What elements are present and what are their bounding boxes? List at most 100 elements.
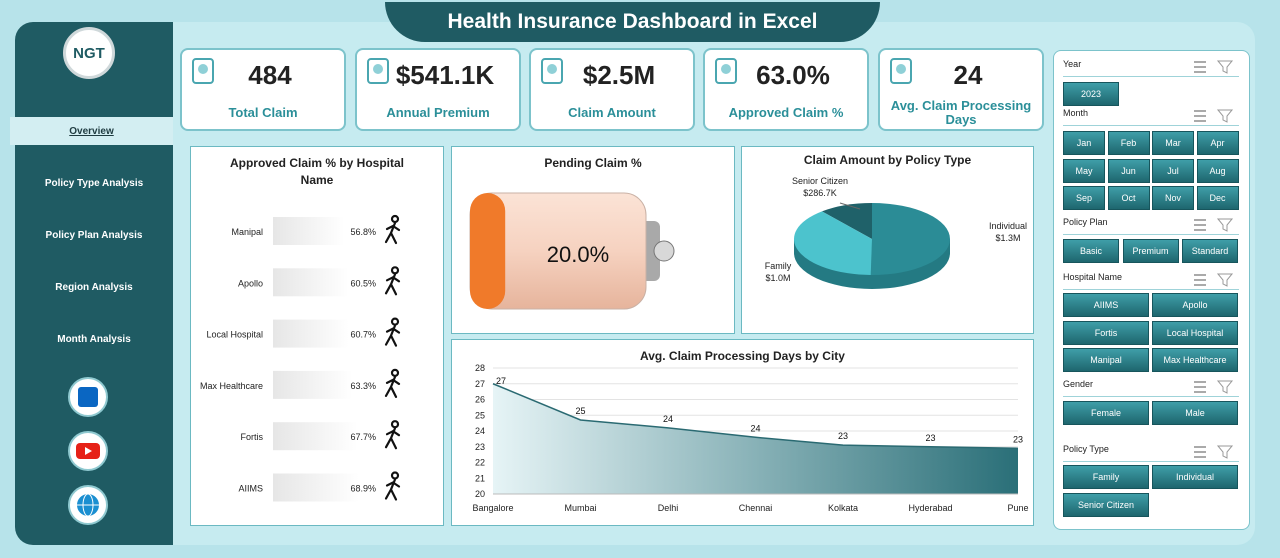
y-tick-label: 21 <box>475 473 485 483</box>
slicer-button[interactable]: Senior Citizen <box>1063 492 1149 517</box>
value-label: 24 <box>750 423 760 433</box>
slicer-button[interactable]: 2023 <box>1063 82 1119 106</box>
slicer-button[interactable]: Standard <box>1182 239 1238 263</box>
kpi-icon <box>541 58 563 84</box>
value-label: 20.0% <box>547 242 609 267</box>
y-tick-label: 22 <box>475 458 485 468</box>
slicer-title: Month <box>1063 108 1089 118</box>
slicer-button[interactable]: Feb <box>1107 131 1150 155</box>
slicer-button[interactable]: Sep <box>1063 186 1105 210</box>
slicer-title: Year <box>1063 59 1082 69</box>
slicer-button[interactable]: Male <box>1152 401 1238 425</box>
x-tick-label: Pune <box>1007 503 1028 513</box>
kpi-value: $541.1K <box>395 60 495 90</box>
chart-canvas: 20.0% <box>469 192 675 310</box>
slicer-underline <box>1063 289 1239 290</box>
value-label: 23 <box>925 433 935 443</box>
chart-panel: Avg. Claim Processing Days by City 20 21 22… <box>451 339 1034 526</box>
sidebar: NGT Overview Policy Type Analysis Policy Pl… <box>10 22 173 545</box>
slicer-button[interactable]: Jan <box>1063 131 1105 155</box>
kpi-card: $2.5M Claim Amount <box>529 48 695 131</box>
filter-icon <box>1216 380 1234 394</box>
kpi-icon <box>367 58 389 84</box>
chart-title: Pending Claim % <box>544 156 642 170</box>
runner-icon <box>384 214 401 245</box>
slicer-underline <box>1063 234 1239 235</box>
slicer-button[interactable]: AIIMS <box>1063 293 1149 317</box>
y-tick-label: 20 <box>475 489 485 499</box>
slicer-button[interactable]: Oct <box>1107 186 1150 210</box>
slicer-button[interactable]: Female <box>1063 401 1149 425</box>
kpi-icon <box>547 64 557 74</box>
multiselect-icon <box>1194 110 1206 122</box>
pie-slice <box>870 203 951 275</box>
slicer-button[interactable]: Jun <box>1107 158 1150 183</box>
slicer-button[interactable]: Aug <box>1196 158 1239 183</box>
x-tick-label: Chennai <box>739 503 773 513</box>
bar <box>273 473 360 502</box>
nav-item[interactable]: Policy Plan Analysis <box>45 229 143 241</box>
y-tick-label: 27 <box>475 379 485 389</box>
nav-item[interactable]: Policy Type Analysis <box>44 177 144 189</box>
slicer-button[interactable]: Local Hospital <box>1152 320 1238 345</box>
filter-icon <box>1216 218 1234 232</box>
chart-canvas <box>1194 445 1234 459</box>
filter-icon <box>1216 60 1234 74</box>
nav-item[interactable]: Overview <box>10 117 173 145</box>
kpi-value: 24 <box>953 60 983 90</box>
slicer-title: Hospital Name <box>1063 272 1123 282</box>
youtube-icon[interactable] <box>68 431 108 471</box>
y-tick-label: 24 <box>475 426 485 436</box>
chart-panel: Claim Amount by Policy Type Senior Citize… <box>741 146 1034 334</box>
slicer-button[interactable]: Nov <box>1152 186 1194 210</box>
slicer-button[interactable]: Family <box>1063 465 1149 489</box>
chart-canvas <box>1194 273 1234 287</box>
chart-canvas <box>77 493 99 517</box>
slicer-button[interactable]: Manipal <box>1063 348 1149 372</box>
leader-line <box>839 202 861 210</box>
slicer-button[interactable]: Max Healthcare <box>1152 348 1238 372</box>
nav-item[interactable]: Month Analysis <box>57 333 131 345</box>
slicer-button[interactable]: Fortis <box>1063 320 1149 345</box>
value-label: $1.0M <box>765 273 790 283</box>
runner-icon <box>384 420 401 450</box>
filter-icon <box>1216 445 1234 459</box>
value-label: 60.7% <box>350 330 376 340</box>
chart-panel: Approved Claim % by Hospital Name Manipal… <box>190 146 444 526</box>
slicer-button[interactable]: May <box>1063 158 1105 183</box>
slicer-button[interactable]: Individual <box>1152 465 1238 489</box>
kpi-value: $2.5M <box>582 60 656 90</box>
kpi-value: 484 <box>248 60 292 90</box>
chart-canvas <box>76 443 100 459</box>
slicer-button[interactable]: Jul <box>1152 158 1194 183</box>
value-label: 25 <box>575 406 585 416</box>
kpi-icon <box>896 64 906 74</box>
area-fill <box>493 383 1018 494</box>
value-label: 24 <box>663 414 673 424</box>
filter-icon <box>1216 109 1234 123</box>
chart-canvas <box>1194 380 1234 394</box>
slicer-button[interactable]: Basic <box>1063 239 1119 263</box>
category-label: Manipal <box>231 227 263 237</box>
value-label: $286.7K <box>803 188 837 198</box>
slicer-button[interactable]: Apr <box>1196 131 1239 155</box>
chart-canvas <box>367 58 389 84</box>
value-label: 67.7% <box>350 432 376 442</box>
slicer-underline <box>1063 76 1239 77</box>
y-tick-label: 26 <box>475 395 485 405</box>
slicer-button[interactable]: Apollo <box>1152 293 1238 317</box>
slicer-button[interactable]: Premium <box>1122 239 1179 263</box>
category-label: Family <box>765 261 792 271</box>
category-label: Local Hospital <box>206 330 263 340</box>
dashboard-title: Health Insurance Dashboard in Excel <box>447 10 818 33</box>
multiselect-icon <box>1194 381 1206 393</box>
linkedin-icon[interactable] <box>68 377 108 417</box>
website-icon[interactable] <box>68 485 108 525</box>
nav-item[interactable]: Region Analysis <box>55 281 133 293</box>
slicer-button[interactable]: Mar <box>1152 131 1194 155</box>
line <box>492 383 1019 450</box>
value-label: 60.5% <box>350 278 376 288</box>
slicer-button[interactable]: Dec <box>1196 186 1239 210</box>
kpi-card: $541.1K Annual Premium <box>355 48 521 131</box>
